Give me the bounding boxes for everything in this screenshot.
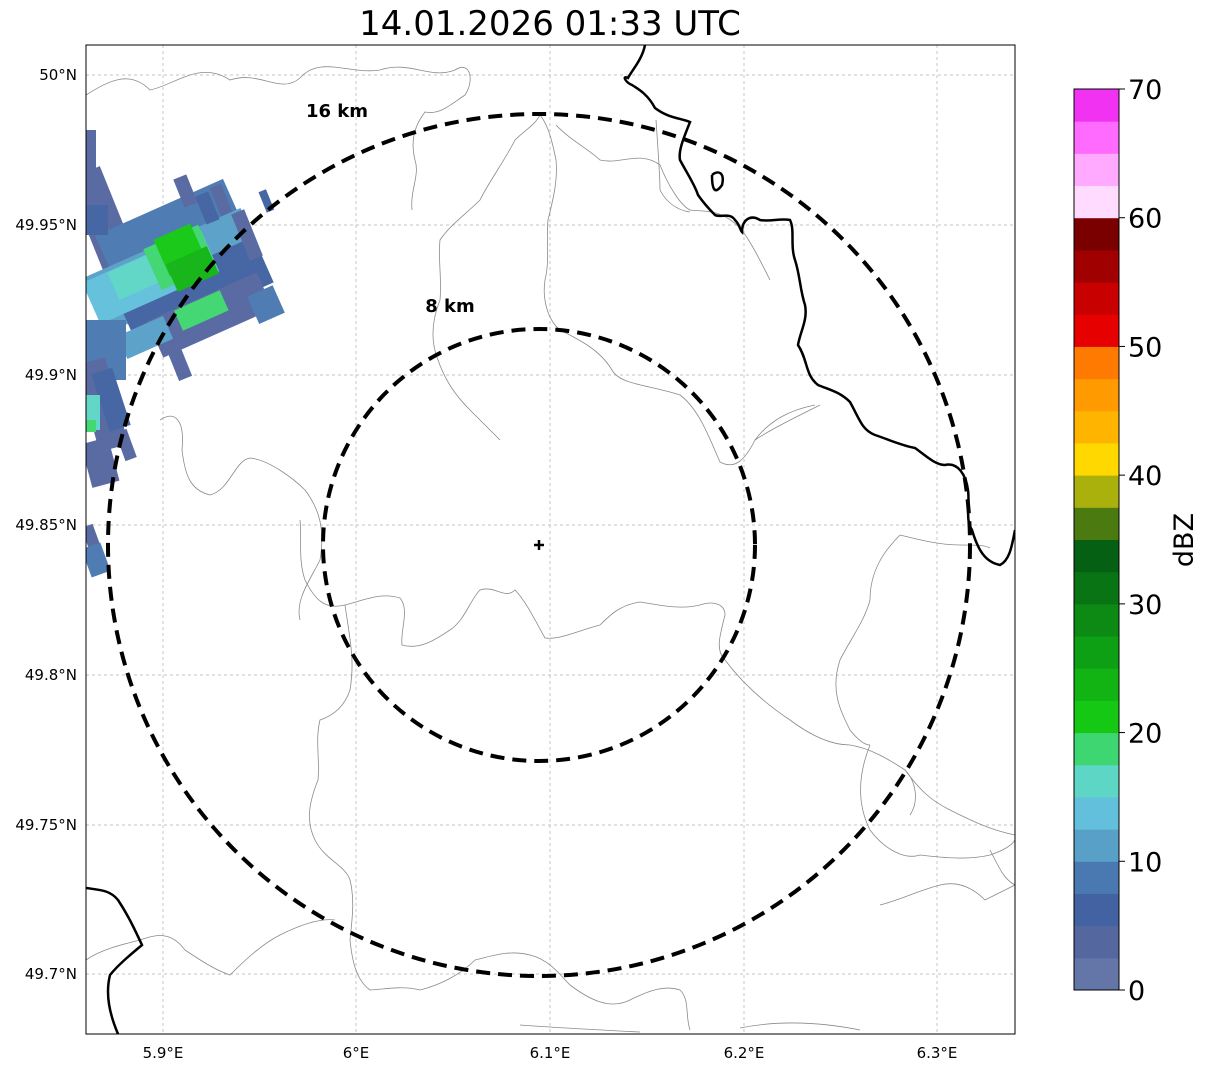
colorbar-tick-label: 10 — [1128, 847, 1162, 878]
colorbar-segment — [1074, 603, 1119, 637]
lat-tick-label: 49.95°N — [15, 216, 77, 234]
colorbar-tick-label: 60 — [1128, 204, 1162, 235]
colorbar-segments — [1074, 89, 1119, 991]
lon-tick-label: 6.1°E — [530, 1044, 571, 1062]
colorbar-segment — [1074, 636, 1119, 669]
colorbar-tick-label: 70 — [1128, 75, 1162, 106]
lat-tick-label: 50°N — [39, 66, 77, 84]
lat-tick-label: 49.8°N — [25, 666, 77, 684]
lon-tick-label: 6.2°E — [724, 1044, 765, 1062]
map-title: 14.01.2026 01:33 UTC — [359, 4, 741, 44]
admin-boundaries — [86, 66, 1015, 1033]
colorbar-tick-label: 0 — [1128, 976, 1145, 1007]
national-border — [86, 45, 1015, 1034]
colorbar-segment — [1074, 700, 1119, 734]
colorbar-segment — [1074, 539, 1119, 573]
lon-tick-label: 5.9°E — [143, 1044, 184, 1062]
colorbar-tick-label: 20 — [1128, 719, 1162, 750]
range-ring-label-8km: 8 km — [425, 296, 475, 317]
range-ring-8km — [321, 327, 757, 763]
colorbar-segment — [1074, 475, 1119, 508]
colorbar-segment — [1074, 346, 1119, 380]
colorbar-segment — [1074, 442, 1119, 476]
colorbar-segment — [1074, 217, 1119, 251]
radar-echoes — [86, 130, 285, 578]
lat-tick-label: 49.75°N — [15, 816, 77, 834]
colorbar-frame — [1073, 88, 1120, 991]
colorbar-segment — [1074, 410, 1119, 444]
colorbar-segment — [1074, 89, 1119, 122]
colorbar-tick-label: 50 — [1128, 332, 1162, 363]
range-rings — [106, 112, 972, 978]
colorbar-segment — [1074, 314, 1119, 347]
gridlines — [86, 45, 1015, 1034]
colorbar-segment — [1074, 957, 1119, 991]
colorbar-tick-label: 30 — [1128, 590, 1162, 621]
colorbar-segment — [1074, 121, 1119, 154]
colorbar-segment — [1074, 893, 1119, 927]
lat-tick-label: 49.85°N — [15, 516, 77, 534]
map-frame — [85, 44, 1016, 1035]
colorbar-segment — [1074, 861, 1119, 894]
colorbar-segment — [1074, 925, 1119, 959]
colorbar-segment — [1074, 378, 1119, 412]
lat-tick-label: 49.9°N — [25, 366, 77, 384]
colorbar-title: dBZ — [1169, 513, 1200, 567]
colorbar-segment — [1074, 829, 1119, 862]
colorbar-segment — [1074, 185, 1119, 219]
colorbar-segment — [1074, 282, 1119, 315]
colorbar: 0 10 20 30 40 50 60 70 dBZ — [1073, 75, 1200, 1007]
lat-tick-labels: 50°N 49.95°N 49.9°N 49.85°N 49.8°N 49.75… — [15, 66, 77, 983]
lat-tick-label: 49.7°N — [25, 965, 77, 983]
radar-site-marker — [534, 540, 544, 550]
colorbar-segment — [1074, 507, 1119, 540]
range-ring-16km — [106, 112, 972, 978]
colorbar-segment — [1074, 249, 1119, 283]
colorbar-segment — [1074, 571, 1119, 605]
colorbar-ticks: 0 10 20 30 40 50 60 70 — [1119, 75, 1162, 1007]
lon-tick-label: 6.3°E — [917, 1044, 958, 1062]
lon-tick-labels: 5.9°E 6°E 6.1°E 6.2°E 6.3°E — [143, 1044, 958, 1062]
colorbar-segment — [1074, 764, 1119, 798]
lon-tick-label: 6°E — [343, 1044, 370, 1062]
colorbar-segment — [1074, 153, 1119, 187]
colorbar-segment — [1074, 732, 1119, 766]
colorbar-tick-label: 40 — [1128, 461, 1162, 492]
colorbar-segment — [1074, 796, 1119, 830]
colorbar-segment — [1074, 668, 1119, 701]
range-ring-label-16km: 16 km — [306, 101, 368, 122]
